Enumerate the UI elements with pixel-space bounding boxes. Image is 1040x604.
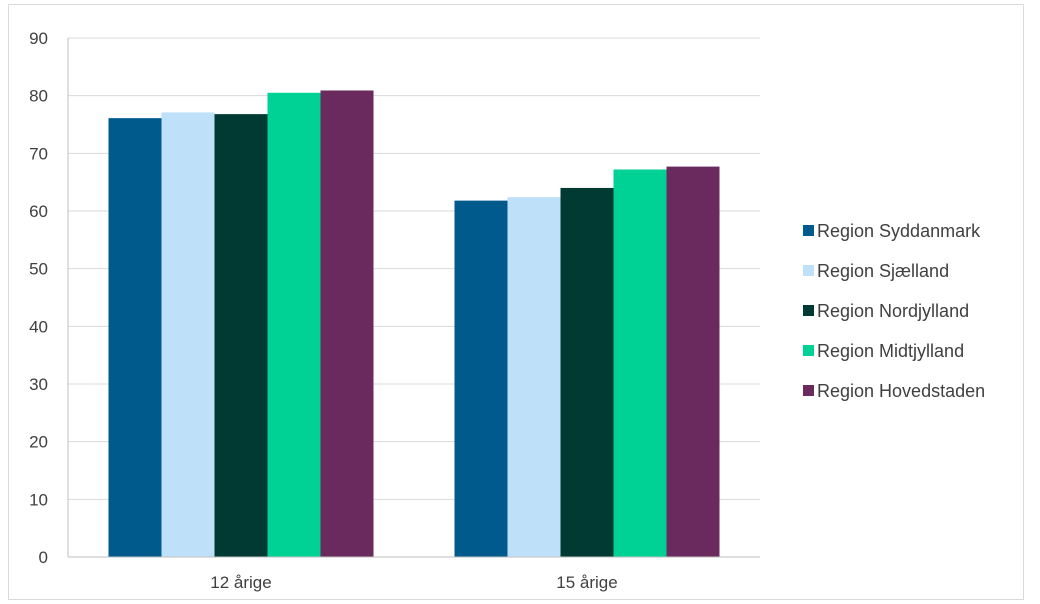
legend-swatch	[803, 225, 814, 236]
y-tick-label: 10	[29, 490, 48, 509]
legend-label: Region Nordjylland	[817, 301, 969, 321]
y-tick-label: 60	[29, 202, 48, 221]
x-tick-label: 15 årige	[556, 573, 617, 592]
y-tick-label: 80	[29, 87, 48, 106]
bar	[560, 187, 614, 557]
legend-label: Region Hovedstaden	[817, 381, 985, 401]
bar	[454, 200, 508, 557]
legend-label: Region Midtjylland	[817, 341, 964, 361]
bar	[267, 92, 321, 558]
legend-swatch	[803, 305, 814, 316]
y-tick-label: 90	[29, 29, 48, 48]
y-tick-label: 50	[29, 260, 48, 279]
legend-label: Region Sjælland	[817, 261, 949, 281]
legend-swatch	[803, 265, 814, 276]
legend-swatch	[803, 345, 814, 356]
bar	[214, 114, 268, 558]
bars	[108, 90, 720, 558]
bar	[666, 166, 720, 557]
bar	[320, 90, 374, 557]
y-tick-label: 0	[39, 548, 48, 567]
y-tick-label: 20	[29, 433, 48, 452]
legend-label: Region Syddanmark	[817, 221, 981, 241]
y-tick-label: 40	[29, 317, 48, 336]
bar	[613, 169, 667, 558]
legend-swatch	[803, 385, 814, 396]
y-tick-label: 30	[29, 375, 48, 394]
y-tick-label: 70	[29, 144, 48, 163]
x-tick-label: 12 årige	[210, 573, 271, 592]
legend: Region Syddanmark Region Sjælland Region N…	[803, 221, 985, 401]
bar	[161, 112, 215, 557]
axes: 0 10 20 30 40 50 60 70 80 90 12 årige 15 årige	[29, 29, 760, 592]
bar	[507, 197, 561, 557]
bar	[108, 118, 162, 557]
